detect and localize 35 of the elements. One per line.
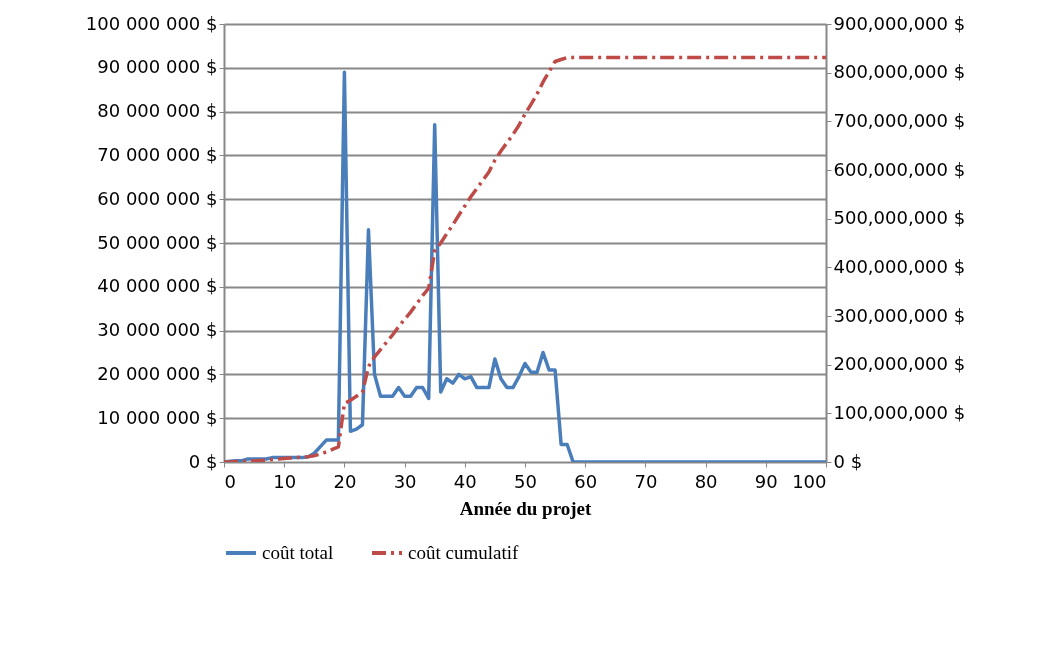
x-tick-label: 10 xyxy=(273,470,297,492)
y-tick-label: 20 000 000 $ xyxy=(97,362,218,384)
y2-tick-label: 800,000,000 $ xyxy=(833,61,966,83)
x-tick-label: 30 xyxy=(393,470,417,492)
y2-tick-label: 400,000,000 $ xyxy=(833,255,966,277)
y2-tick-label: 500,000,000 $ xyxy=(833,207,966,229)
y-tick-label: 80 000 000 $ xyxy=(97,100,218,122)
x-tick-label: 0 xyxy=(224,470,236,492)
x-tick-label: 20 xyxy=(333,470,357,492)
x-axis-title: Année du projet xyxy=(459,497,592,519)
x-tick-label: 70 xyxy=(634,470,658,492)
x-tick-label: 40 xyxy=(453,470,477,492)
y2-tick-label: 0 $ xyxy=(833,450,863,472)
x-tick-label: 80 xyxy=(694,470,718,492)
y2-tick-label: 100,000,000 $ xyxy=(833,401,966,423)
y2-tick-label: 900,000,000 $ xyxy=(833,12,966,34)
y-tick-label: 90 000 000 $ xyxy=(97,56,218,78)
x-tick-label: 100 xyxy=(792,470,827,492)
y-tick-label: 60 000 000 $ xyxy=(97,187,218,209)
y-tick-label: 50 000 000 $ xyxy=(97,231,218,253)
y-tick-label: 70 000 000 $ xyxy=(97,143,218,165)
y-tick-label: 10 000 000 $ xyxy=(97,406,218,428)
legend-label: coût cumulatif xyxy=(408,542,519,563)
y2-tick-label: 200,000,000 $ xyxy=(833,353,966,375)
y-tick-label: 0 $ xyxy=(188,450,218,472)
y-tick-label: 30 000 000 $ xyxy=(97,319,218,341)
legend-label: coût total xyxy=(262,542,334,563)
y2-tick-label: 700,000,000 $ xyxy=(833,109,966,131)
x-tick-label: 90 xyxy=(754,470,778,492)
y-tick-label: 40 000 000 $ xyxy=(97,275,218,297)
y-tick-label: 100 000 000 $ xyxy=(85,12,218,34)
y2-tick-label: 300,000,000 $ xyxy=(833,304,966,326)
x-tick-label: 50 xyxy=(514,470,537,492)
y2-tick-label: 600,000,000 $ xyxy=(833,158,966,180)
x-tick-label: 60 xyxy=(574,470,598,492)
